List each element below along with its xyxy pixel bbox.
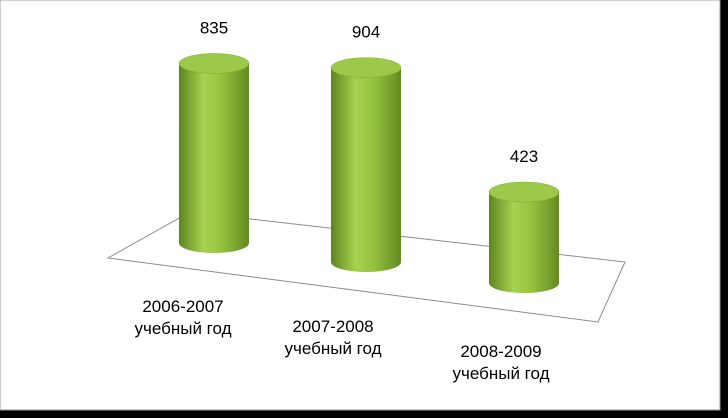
bar [489,192,559,293]
data-label: 423 [510,147,538,166]
bar [331,67,401,272]
bar-top [178,53,250,74]
x-tick-label: 2008-2009 учебный год [452,342,550,383]
bar-top [330,57,402,78]
bar-top [488,181,560,203]
x-tick-label: 2006-2007 учебный год [134,297,232,338]
data-label: 835 [200,18,228,37]
data-label: 904 [352,23,380,42]
x-tick-label: 2007-2008 учебный год [284,317,382,358]
bar [179,63,249,253]
